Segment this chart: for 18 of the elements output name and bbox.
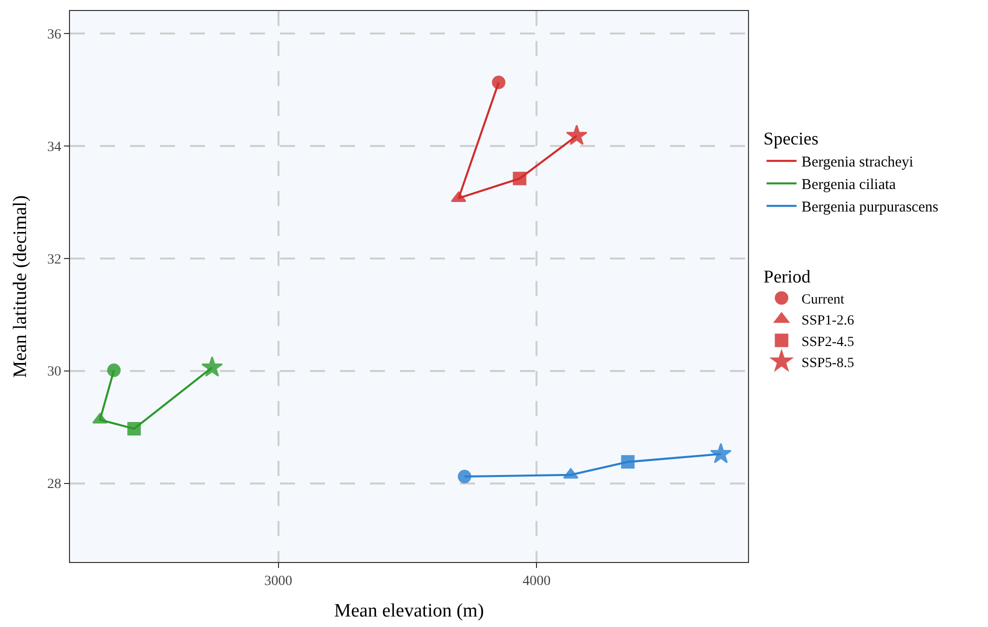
x-tick-label: 3000 bbox=[264, 574, 292, 589]
legend-label: Bergenia ciliata bbox=[802, 177, 896, 194]
legend-title: Species bbox=[764, 128, 819, 149]
legend-label: SSP1-2.6 bbox=[802, 314, 854, 329]
y-axis-title: Mean latitude (decimal) bbox=[10, 195, 32, 378]
x-tick-label: 4000 bbox=[522, 574, 551, 589]
y-tick-label: 30 bbox=[47, 364, 62, 380]
y-tick-label: 28 bbox=[47, 477, 62, 492]
x-axis-title: Mean elevation (m) bbox=[334, 600, 484, 622]
legend-label: Current bbox=[802, 292, 844, 308]
text: Period bbox=[764, 266, 811, 286]
y-tick-label: 36 bbox=[47, 27, 62, 42]
y-tick-label: 34 bbox=[47, 140, 62, 155]
legend-label: SSP2-4.5 bbox=[802, 334, 854, 350]
legend-label: SSP5-8.5 bbox=[802, 356, 854, 372]
legend-label: Bergenia stracheyi bbox=[802, 154, 914, 171]
legend-label: Bergenia purpurascens bbox=[802, 200, 938, 216]
y-tick-label: 32 bbox=[47, 252, 62, 268]
